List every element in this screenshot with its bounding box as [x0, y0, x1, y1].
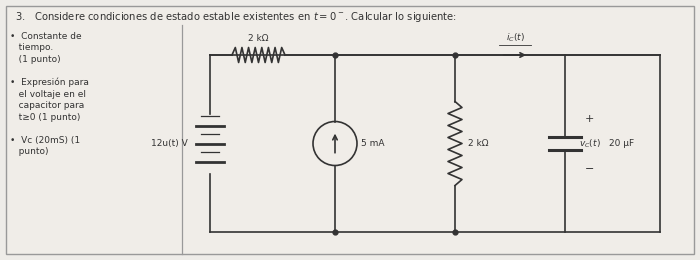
Text: $v_C(t)$: $v_C(t)$ [579, 137, 601, 150]
Text: 2 kΩ: 2 kΩ [468, 139, 489, 148]
Text: +: + [585, 114, 594, 124]
Text: 20 μF: 20 μF [609, 139, 634, 148]
Text: 5 mA: 5 mA [361, 139, 384, 148]
Text: $i_C(t)$: $i_C(t)$ [505, 31, 524, 44]
Text: •  Constante de
   tiempo.
   (1 punto)

•  Expresión para
   el voltaje en el
 : • Constante de tiempo. (1 punto) • Expre… [10, 32, 89, 156]
Text: 3.   Considere condiciones de estado estable existentes en $t = 0^-$. Calcular l: 3. Considere condiciones de estado estab… [15, 10, 457, 24]
FancyBboxPatch shape [6, 6, 694, 254]
Text: 12u(t) V: 12u(t) V [151, 139, 188, 148]
Text: 2 kΩ: 2 kΩ [248, 34, 269, 43]
Text: −: − [585, 164, 594, 173]
